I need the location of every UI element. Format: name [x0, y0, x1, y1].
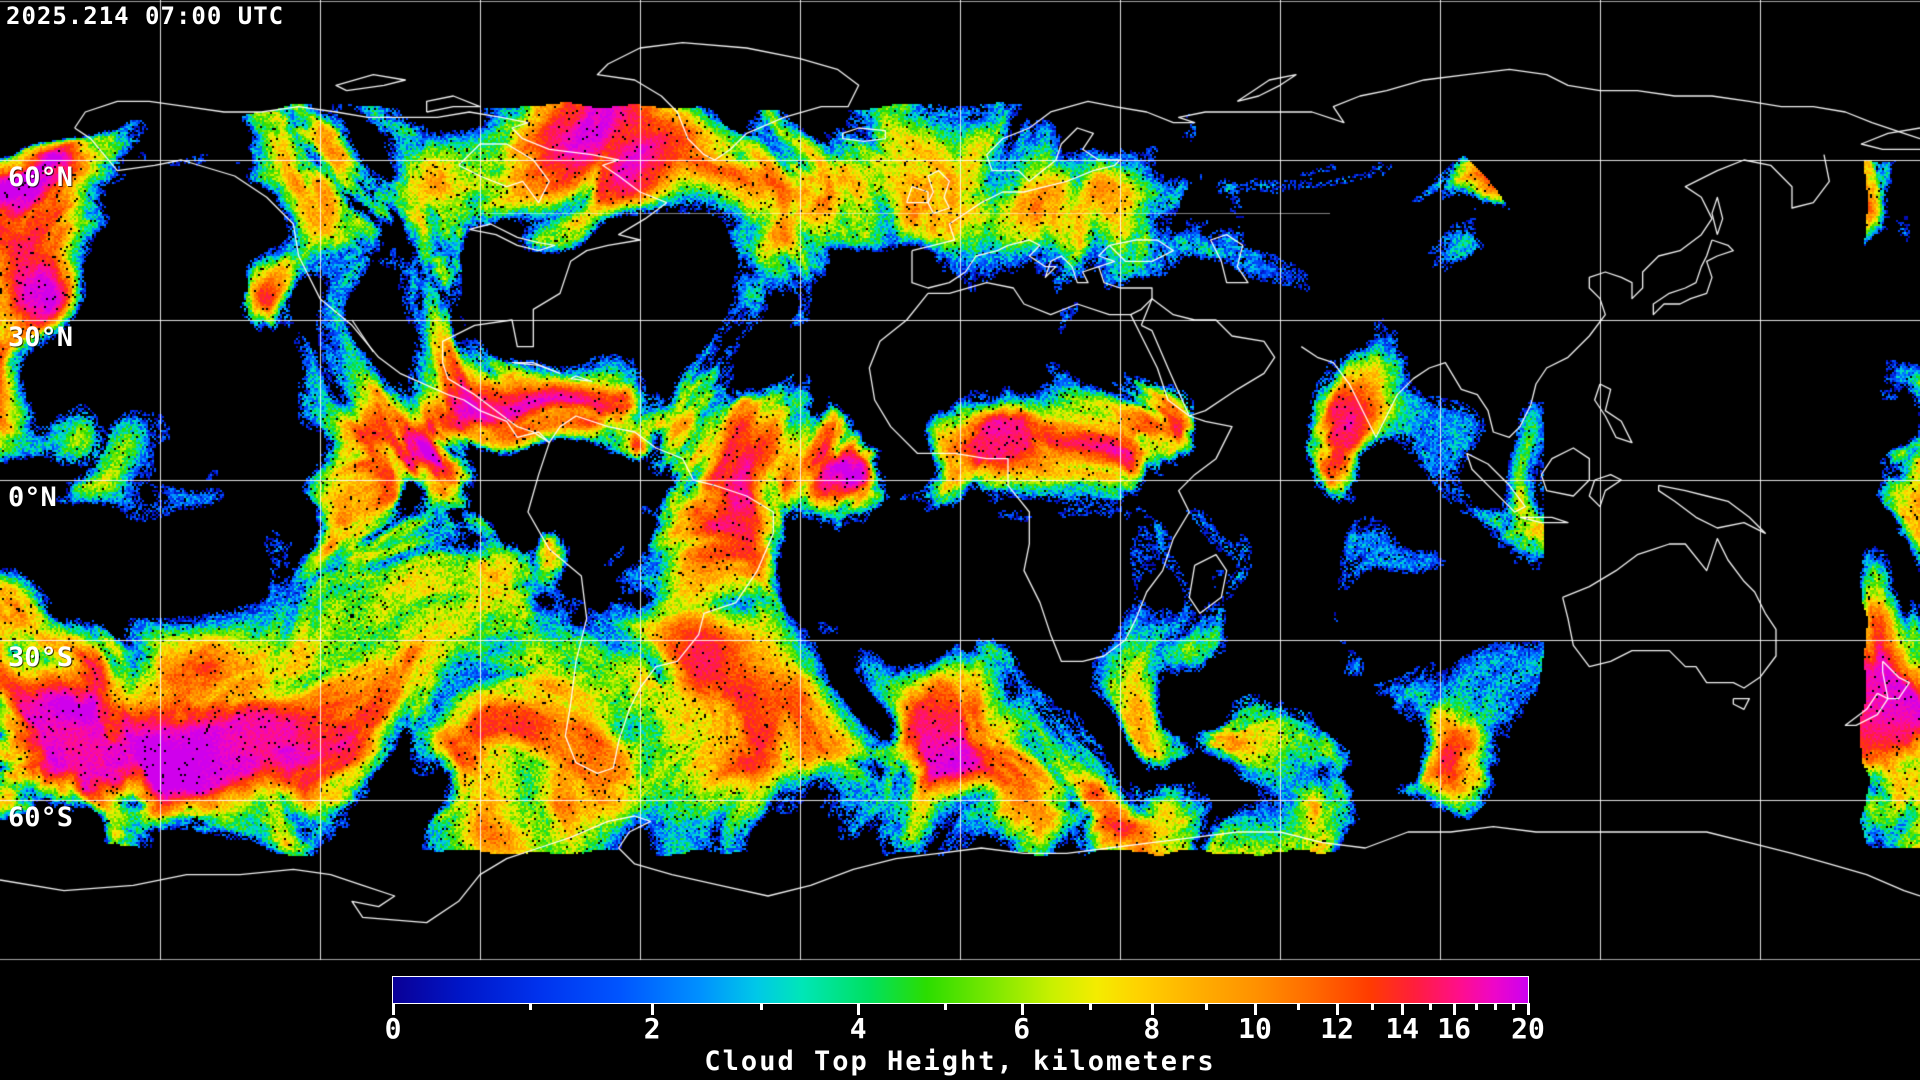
lat-label-60n: 60°N — [8, 162, 74, 193]
lat-label-30s: 30°S — [8, 642, 74, 673]
lat-label-60s: 60°S — [8, 802, 74, 833]
lat-label-30n: 30°N — [8, 322, 74, 353]
timestamp-label: 2025.214 07:00 UTC — [6, 2, 285, 30]
lat-label-0n: 0°N — [8, 482, 57, 513]
